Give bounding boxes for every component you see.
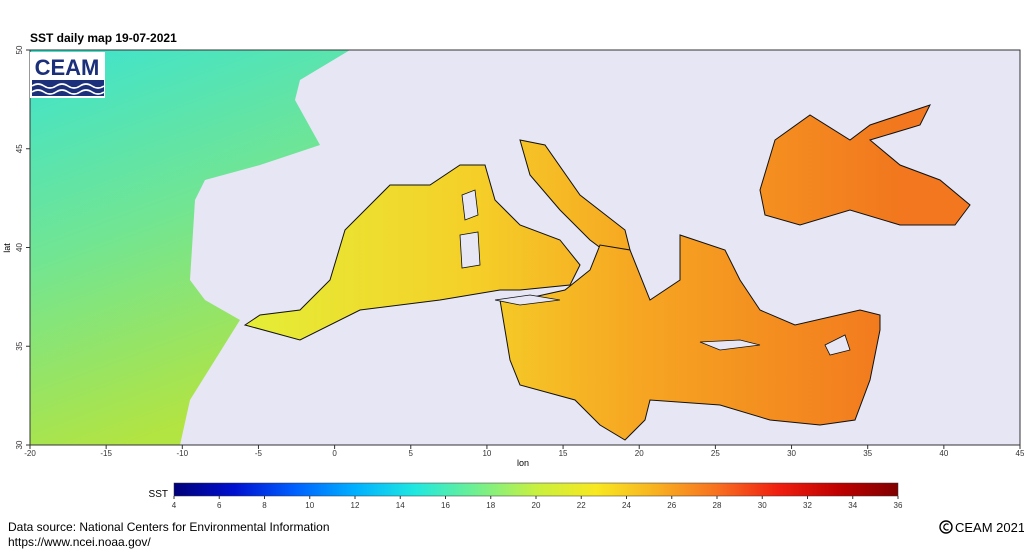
colorbar-tick-label: 18: [486, 501, 495, 510]
y-axis-label: lat: [2, 243, 12, 253]
x-tick-label: 5: [409, 449, 414, 458]
colorbar-tick-label: 22: [577, 501, 586, 510]
y-tick-label: 30: [15, 440, 24, 449]
colorbar-tick-label: 16: [441, 501, 450, 510]
x-tick-label: 15: [559, 449, 568, 458]
y-tick-label: 45: [15, 144, 24, 153]
x-tick-label: 45: [1016, 449, 1024, 458]
islands: [459, 189, 851, 356]
title: SST daily map 19-07-2021: [30, 31, 177, 45]
colorbar-label: SST: [149, 489, 168, 500]
colorbar-tick-label: 24: [622, 501, 631, 510]
y-tick-label: 35: [15, 341, 24, 350]
colorbar-tick-label: 36: [894, 501, 903, 510]
x-tick-label: -10: [177, 449, 189, 458]
x-tick-label: -5: [255, 449, 263, 458]
x-tick-label: 25: [711, 449, 720, 458]
x-tick-label: 20: [635, 449, 644, 458]
x-tick-label: -20: [24, 449, 36, 458]
source-url: https://www.ncei.noaa.gov/: [8, 535, 151, 549]
copyright-icon: [939, 520, 953, 534]
atlantic-sea: [30, 50, 350, 445]
colorbar-tick-label: 10: [305, 501, 314, 510]
y-tick-label: 40: [15, 243, 24, 252]
colorbar-tick-label: 4: [172, 501, 177, 510]
x-tick-label: 10: [482, 449, 491, 458]
ceam-logo: CEAM: [30, 52, 105, 98]
x-tick-label: 0: [332, 449, 337, 458]
colorbar-tick-label: 6: [217, 501, 222, 510]
colorbar-tick-label: 8: [262, 501, 267, 510]
colorbar-tick-label: 20: [532, 501, 541, 510]
y-tick-label: 50: [15, 45, 24, 54]
x-axis-label: lon: [517, 458, 529, 468]
colorbar-tick-label: 30: [758, 501, 767, 510]
x-tick-label: 40: [939, 449, 948, 458]
colorbar-tick-label: 32: [803, 501, 812, 510]
x-tick-label: 30: [787, 449, 796, 458]
copyright-text: CEAM 2021: [955, 520, 1024, 535]
x-tick-label: -15: [100, 449, 112, 458]
colorbar-tick-label: 12: [351, 501, 360, 510]
colorbar-tick-label: 14: [396, 501, 405, 510]
colorbar-tick-label: 34: [848, 501, 857, 510]
logo-text: CEAM: [35, 55, 100, 80]
x-tick-label: 35: [863, 449, 872, 458]
colorbar: [173, 482, 899, 497]
colorbar-tick-label: 28: [713, 501, 722, 510]
source-text: Data source: National Centers for Enviro…: [8, 520, 330, 534]
colorbar-tick-label: 26: [667, 501, 676, 510]
mediterranean-sea: [243, 104, 971, 441]
